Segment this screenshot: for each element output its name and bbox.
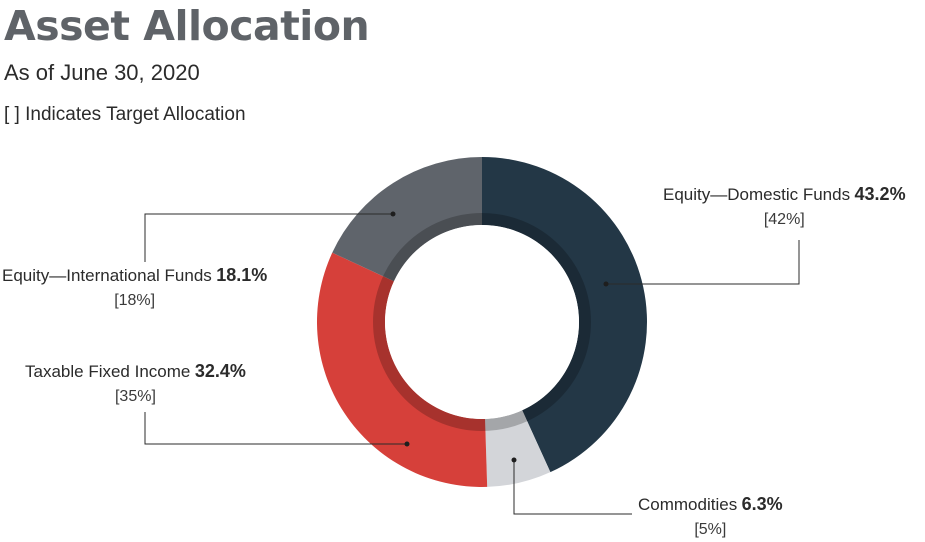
label-commodities-name: Commodities [638, 495, 738, 514]
label-taxable-fixed-income: Taxable Fixed Income 32.4% [35%] [25, 359, 246, 409]
leader-taxable-fixed-income-dot [404, 441, 410, 447]
label-equity-domestic-target: [42%] [763, 211, 805, 228]
leader-equity-international [144, 213, 393, 262]
target-allocation-note: [ ] Indicates Target Allocation [4, 104, 246, 125]
label-commodities-value: 6.3% [741, 494, 783, 514]
label-taxable-fixed-income-name: Taxable Fixed Income [25, 362, 191, 381]
leader-taxable-fixed-income [144, 412, 407, 445]
chart-title: Asset Allocation [4, 2, 370, 50]
slice-commodities [485, 410, 551, 487]
donut-hole [385, 225, 579, 419]
label-taxable-fixed-income-value: 32.4% [194, 361, 246, 381]
chart-subtitle: As of June 30, 2020 [4, 60, 200, 85]
label-commodities: Commodities 6.3% [5%] [638, 492, 783, 542]
slice-equity-international-funds [332, 157, 482, 282]
slice-taxable-fixed-income [316, 252, 488, 487]
label-equity-international: Equity—International Funds 18.1% [18%] [2, 263, 267, 313]
label-taxable-fixed-income-target: [35%] [114, 388, 156, 405]
leader-equity-domestic-dot [603, 281, 609, 287]
leader-commodities [513, 460, 632, 515]
leader-equity-international-dot [390, 211, 396, 217]
leader-equity-domestic [606, 240, 800, 285]
label-equity-domestic: Equity—Domestic Funds 43.2% [42%] [663, 182, 906, 232]
donut-inner-shade [373, 213, 591, 431]
slice-equity-domestic-funds [482, 157, 647, 473]
label-commodities-target: [5%] [694, 521, 727, 538]
label-equity-international-name: Equity—International Funds [2, 266, 212, 285]
label-equity-international-value: 18.1% [216, 265, 268, 285]
leader-commodities-dot [511, 457, 517, 463]
label-equity-domestic-name: Equity—Domestic Funds [663, 185, 851, 204]
label-equity-international-target: [18%] [114, 292, 156, 309]
label-equity-domestic-value: 43.2% [854, 184, 906, 204]
